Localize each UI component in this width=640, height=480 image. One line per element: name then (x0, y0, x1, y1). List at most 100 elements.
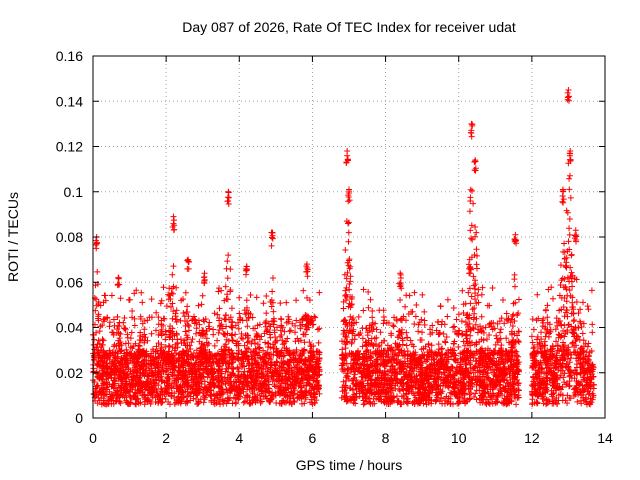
data-point (197, 345, 204, 352)
data-point (287, 392, 294, 399)
data-point (411, 400, 418, 407)
data-point (477, 346, 484, 353)
data-point (347, 278, 354, 285)
data-point (428, 342, 435, 349)
data-point (165, 361, 172, 368)
data-point (444, 296, 451, 303)
data-point (311, 393, 318, 400)
data-point (185, 392, 192, 399)
data-point (155, 314, 162, 321)
data-point (438, 357, 445, 364)
data-point (377, 387, 384, 394)
data-point (110, 316, 117, 323)
data-point (108, 292, 115, 299)
data-point (472, 233, 479, 240)
data-point (484, 336, 491, 343)
data-point (409, 350, 416, 357)
data-point (358, 373, 365, 380)
data-point (121, 350, 128, 357)
data-point (122, 340, 129, 347)
data-point (222, 283, 229, 290)
data-point (436, 329, 443, 336)
data-point (137, 329, 144, 336)
data-point (193, 325, 200, 332)
data-point (244, 323, 251, 330)
data-point (137, 313, 144, 320)
data-point (467, 300, 474, 307)
data-point (347, 304, 354, 311)
data-point (91, 346, 98, 353)
data-point (420, 381, 427, 388)
data-point (411, 392, 418, 399)
data-point (476, 364, 483, 371)
data-point (415, 328, 422, 335)
data-point (568, 269, 575, 276)
data-point (479, 371, 486, 378)
data-point (466, 391, 473, 398)
data-point (473, 300, 480, 307)
data-point (385, 398, 392, 405)
data-point (510, 364, 517, 371)
data-point (478, 291, 485, 298)
data-point (141, 331, 148, 338)
data-point (378, 347, 385, 354)
data-point (279, 397, 286, 404)
data-point (293, 297, 300, 304)
data-point (148, 330, 155, 337)
data-point (343, 360, 350, 367)
data-point (256, 336, 263, 343)
data-point (343, 291, 350, 298)
data-point (248, 340, 255, 347)
data-point (290, 349, 297, 356)
data-point (223, 400, 230, 407)
data-point (441, 321, 448, 328)
data-point (399, 337, 406, 344)
data-point (433, 352, 440, 359)
data-point (578, 344, 585, 351)
data-point (168, 393, 175, 400)
data-point (234, 338, 241, 345)
data-point (265, 388, 272, 395)
data-point (198, 301, 205, 308)
data-point (166, 381, 173, 388)
data-point (368, 382, 375, 389)
data-point (160, 284, 167, 291)
data-point (178, 396, 185, 403)
data-point (309, 401, 316, 408)
data-point (243, 304, 250, 311)
data-point (171, 359, 178, 366)
data-point (196, 321, 203, 328)
data-point (511, 317, 518, 324)
data-point (460, 309, 467, 316)
data-point (447, 400, 454, 407)
data-point (127, 384, 134, 391)
data-point (353, 394, 360, 401)
data-point (489, 285, 496, 292)
data-point (179, 372, 186, 379)
data-point (443, 334, 450, 341)
data-point (96, 388, 103, 395)
data-point (167, 304, 174, 311)
data-point (349, 387, 356, 394)
data-point (556, 318, 563, 325)
data-point (94, 400, 101, 407)
data-point (529, 316, 536, 323)
data-point (510, 380, 517, 387)
data-point (193, 391, 200, 398)
data-point (95, 299, 102, 306)
data-point (348, 340, 355, 347)
data-point (356, 367, 363, 374)
data-point (578, 400, 585, 407)
data-point (433, 327, 440, 334)
data-point (268, 303, 275, 310)
data-point (378, 339, 385, 346)
data-point (512, 350, 519, 357)
data-point (94, 268, 101, 275)
data-point (210, 399, 217, 406)
data-point (118, 347, 125, 354)
data-point (370, 343, 377, 350)
data-point (253, 360, 260, 367)
data-point (276, 367, 283, 374)
data-point (104, 364, 111, 371)
data-point (170, 362, 177, 369)
